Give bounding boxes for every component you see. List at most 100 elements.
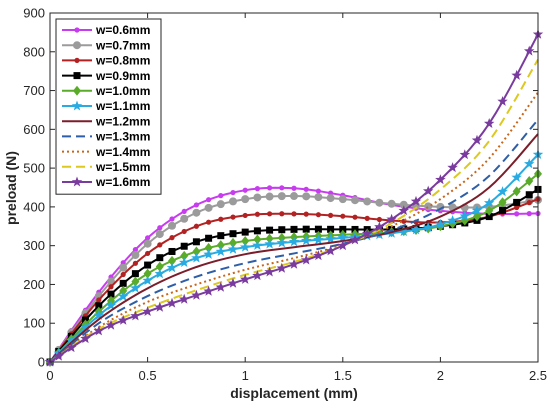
legend-label: w=1.2mm — [95, 114, 150, 128]
data-point-marker — [169, 235, 175, 241]
data-point-marker — [216, 240, 225, 251]
data-point-marker — [351, 196, 359, 205]
data-point-marker — [459, 149, 471, 160]
y-tick-label: 700 — [23, 83, 45, 98]
data-point-marker — [361, 228, 373, 239]
data-point-marker — [364, 215, 370, 221]
data-point-marker — [327, 225, 335, 233]
y-axis-label: preload (N) — [3, 151, 19, 225]
legend-entry-w-1-6mm: w=1.6mm — [62, 175, 150, 189]
data-point-marker — [155, 261, 164, 272]
data-point-marker — [277, 192, 286, 201]
x-tick-label: 2 — [437, 368, 444, 383]
legend-label: w=0.9mm — [95, 69, 150, 83]
legend-entry-w-0-9mm: w=0.9mm — [62, 69, 150, 83]
legend-label: w=1.5mm — [95, 160, 150, 174]
data-point-marker — [447, 162, 458, 173]
data-point-marker — [241, 236, 250, 247]
data-point-marker — [157, 225, 163, 231]
y-tick-label: 400 — [23, 199, 45, 214]
data-point-marker — [206, 197, 212, 203]
data-point-marker — [399, 200, 408, 209]
data-point-marker — [117, 291, 129, 301]
data-point-marker — [192, 238, 200, 246]
data-point-marker — [131, 276, 140, 287]
data-point-marker — [387, 199, 396, 208]
data-point-marker — [471, 205, 483, 215]
data-point-marker — [252, 239, 263, 250]
data-point-marker — [242, 212, 248, 219]
legend-label: w=1.3mm — [95, 130, 150, 144]
data-point-marker — [206, 219, 212, 225]
data-point-marker — [524, 45, 535, 56]
data-point-marker — [117, 314, 129, 325]
data-point-marker — [338, 195, 347, 204]
data-point-marker — [120, 271, 126, 278]
data-point-marker — [526, 211, 532, 217]
data-point-marker — [485, 213, 493, 221]
data-point-marker — [313, 250, 324, 261]
data-point-marker — [156, 254, 164, 262]
data-point-marker — [485, 205, 494, 216]
data-point-marker — [266, 226, 274, 234]
legend-marker — [71, 176, 83, 187]
data-point-marker — [169, 216, 175, 222]
legend-marker — [73, 41, 81, 50]
data-point-marker — [290, 192, 298, 201]
y-tick-label: 0 — [38, 355, 45, 370]
legend-marker — [73, 72, 81, 80]
data-point-marker — [314, 193, 323, 202]
series-line-w-1-2mm — [49, 133, 539, 363]
data-point-marker — [315, 188, 321, 194]
data-point-marker — [230, 214, 236, 220]
data-point-marker — [279, 211, 285, 217]
data-point-marker — [142, 275, 153, 286]
data-point-marker — [325, 233, 336, 244]
data-point-marker — [339, 225, 347, 233]
data-point-marker — [178, 257, 190, 268]
legend-marker — [71, 100, 83, 111]
data-point-marker — [352, 214, 358, 220]
data-point-marker — [143, 268, 152, 279]
data-point-marker — [422, 222, 434, 232]
data-point-marker — [300, 254, 312, 265]
data-point-marker — [203, 285, 214, 296]
data-point-marker — [229, 237, 237, 248]
series-line-w-1-5mm — [49, 59, 539, 363]
data-point-marker — [227, 277, 239, 288]
data-point-marker — [253, 193, 262, 202]
data-point-marker — [497, 95, 508, 106]
data-point-marker — [144, 261, 152, 269]
data-point-marker — [131, 270, 139, 278]
series-w-1-2mm — [49, 133, 539, 363]
data-point-marker — [168, 255, 176, 266]
data-point-marker — [142, 306, 153, 317]
legend-entry-w-1-4mm: w=1.4mm — [62, 145, 150, 159]
data-point-marker — [524, 158, 535, 169]
data-point-marker — [96, 297, 102, 303]
legend-marker — [73, 85, 81, 96]
data-point-marker — [337, 232, 349, 243]
data-point-marker — [313, 234, 324, 245]
data-point-marker — [374, 221, 385, 232]
data-point-marker — [230, 189, 236, 196]
data-point-marker — [143, 239, 152, 248]
data-point-marker — [180, 250, 189, 261]
data-point-marker — [315, 212, 321, 218]
data-point-marker — [80, 333, 91, 344]
legend-label: w=0.6mm — [95, 23, 150, 37]
data-point-marker — [205, 234, 213, 242]
data-point-marker — [511, 171, 522, 182]
data-point-marker — [410, 195, 422, 206]
data-point-marker — [276, 262, 288, 273]
y-tick-label: 600 — [23, 122, 45, 137]
data-point-marker — [166, 297, 178, 308]
axis-ticks: 0 0.5 1 1.5 2 2.5 0 100 200 300 400 500 600 700 800 900 — [23, 6, 547, 384]
x-axis-label: displacement (mm) — [230, 385, 358, 401]
y-tick-label: 900 — [23, 6, 45, 21]
data-point-marker — [239, 273, 251, 284]
data-point-marker — [291, 211, 297, 217]
data-point-marker — [363, 197, 372, 206]
data-point-marker — [302, 192, 311, 201]
